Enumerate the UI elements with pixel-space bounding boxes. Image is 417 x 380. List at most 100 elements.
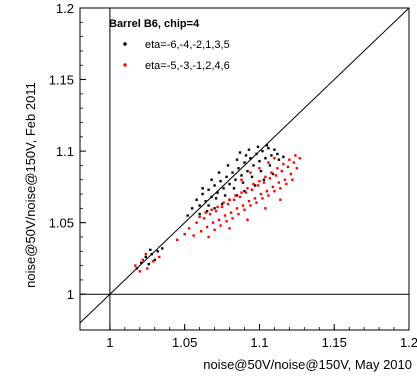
- data-point-series-1: [265, 144, 269, 147]
- legend-label-series-1: eta=-6,-4,-2,1,3,5: [145, 39, 230, 51]
- data-point-series-2: [246, 218, 249, 222]
- data-point-series-2: [207, 235, 210, 239]
- data-point-series-1: [135, 267, 139, 270]
- data-point-series-1: [261, 149, 264, 153]
- data-point-series-1: [147, 262, 150, 266]
- data-point-series-2: [240, 191, 243, 194]
- data-point-series-2: [273, 157, 276, 160]
- data-point-series-2: [228, 198, 231, 201]
- data-point-series-2: [204, 211, 207, 214]
- data-point-series-1: [195, 198, 198, 201]
- data-point-series-2: [176, 238, 179, 242]
- data-point-series-2: [198, 215, 201, 219]
- data-point-series-1: [246, 169, 249, 173]
- data-point-series-2: [220, 205, 224, 209]
- data-point-series-1: [243, 161, 246, 164]
- data-point-series-1: [210, 178, 213, 181]
- data-point-series-1: [217, 171, 221, 174]
- data-point-series-2: [213, 228, 216, 232]
- data-point-series-1: [241, 181, 245, 184]
- data-point-series-1: [273, 148, 276, 151]
- data-point-series-2: [264, 175, 267, 179]
- data-point-series-1: [207, 188, 210, 191]
- data-point-series-2: [208, 212, 212, 216]
- data-point-series-2: [241, 204, 245, 207]
- data-point-series-1: [243, 189, 246, 193]
- data-point-series-1: [216, 191, 219, 194]
- data-point-series-1: [250, 175, 254, 179]
- plot-frame: [79, 7, 410, 331]
- data-point-series-1: [219, 179, 222, 183]
- data-point-series-2: [294, 154, 297, 157]
- data-point-series-1: [244, 154, 248, 157]
- data-point-series-2: [146, 267, 149, 270]
- data-point-series-2: [282, 162, 285, 166]
- data-point-series-2: [280, 169, 284, 173]
- legend-marker-series-1: [123, 42, 127, 46]
- data-point-series-2: [234, 194, 237, 197]
- data-point-series-1: [213, 207, 216, 210]
- data-point-series-2: [214, 210, 218, 213]
- data-point-series-1: [213, 184, 216, 187]
- data-point-series-2: [286, 165, 290, 169]
- data-point-series-2: [262, 181, 266, 184]
- data-point-series-1: [149, 248, 152, 252]
- data-point-series-2: [253, 197, 257, 200]
- data-point-series-2: [244, 191, 248, 194]
- data-point-series-2: [222, 201, 225, 204]
- data-point-series-1: [140, 261, 143, 264]
- data-point-series-2: [144, 252, 147, 256]
- data-point-series-2: [265, 189, 269, 193]
- legend-marker-series-2: [123, 63, 127, 67]
- legend-title: Barrel B6, chip=4: [109, 18, 200, 30]
- data-point-series-1: [253, 184, 257, 187]
- data-point-series-2: [274, 174, 278, 177]
- data-point-series-1: [220, 202, 224, 206]
- data-point-series-2: [237, 212, 240, 216]
- data-point-series-2: [223, 214, 227, 217]
- data-point-series-1: [210, 195, 213, 199]
- legend-label-series-2: eta=-5,-3,-1,2,4,6: [145, 60, 230, 72]
- data-point-series-2: [255, 201, 258, 204]
- data-point-series-2: [285, 182, 288, 186]
- data-point-series-2: [235, 207, 239, 210]
- data-point-series-1: [226, 164, 230, 167]
- data-point-series-1: [156, 250, 159, 253]
- y-tick-label: 1.2: [56, 1, 74, 16]
- data-point-series-2: [202, 217, 206, 220]
- data-point-series-1: [268, 164, 272, 167]
- data-point-series-2: [279, 198, 282, 201]
- data-point-series-1: [225, 175, 228, 179]
- data-point-series-1: [249, 157, 252, 160]
- x-tick-label: 1.05: [172, 335, 197, 350]
- y-tick-label: 1.1: [56, 144, 74, 159]
- data-point-series-1: [228, 182, 231, 186]
- data-point-series-1: [204, 200, 207, 203]
- data-point-series-2: [258, 179, 261, 183]
- plot-area: 1 1.05 1.1 1.15 1.2 1 1.05 1.1 1.15 1.2: [49, 1, 417, 350]
- data-point-series-2: [283, 178, 287, 181]
- data-point-series-1: [264, 157, 267, 160]
- data-point-series-2: [192, 234, 195, 237]
- data-point-series-1: [255, 152, 258, 156]
- data-point-series-1: [198, 212, 201, 216]
- data-point-series-2: [217, 218, 221, 222]
- data-point-series-2: [277, 181, 281, 184]
- data-point-series-2: [199, 230, 203, 233]
- data-point-series-1: [231, 171, 234, 174]
- data-point-series-1: [276, 152, 279, 156]
- data-point-series-1: [207, 204, 210, 207]
- data-point-series-2: [258, 167, 261, 170]
- data-point-series-2: [243, 208, 246, 211]
- data-point-series-1: [271, 172, 275, 176]
- data-point-series-2: [240, 178, 243, 181]
- data-point-series-2: [298, 157, 302, 160]
- x-tick-label: 1: [106, 335, 113, 350]
- data-point-series-2: [271, 185, 275, 189]
- data-point-series-2: [152, 260, 155, 263]
- data-point-series-1: [258, 159, 261, 163]
- legend: Barrel B6, chip=4 eta=-6,-4,-2,1,3,5 eta…: [109, 18, 230, 72]
- data-point-series-2: [256, 184, 260, 187]
- y-tick-label: 1: [67, 287, 74, 302]
